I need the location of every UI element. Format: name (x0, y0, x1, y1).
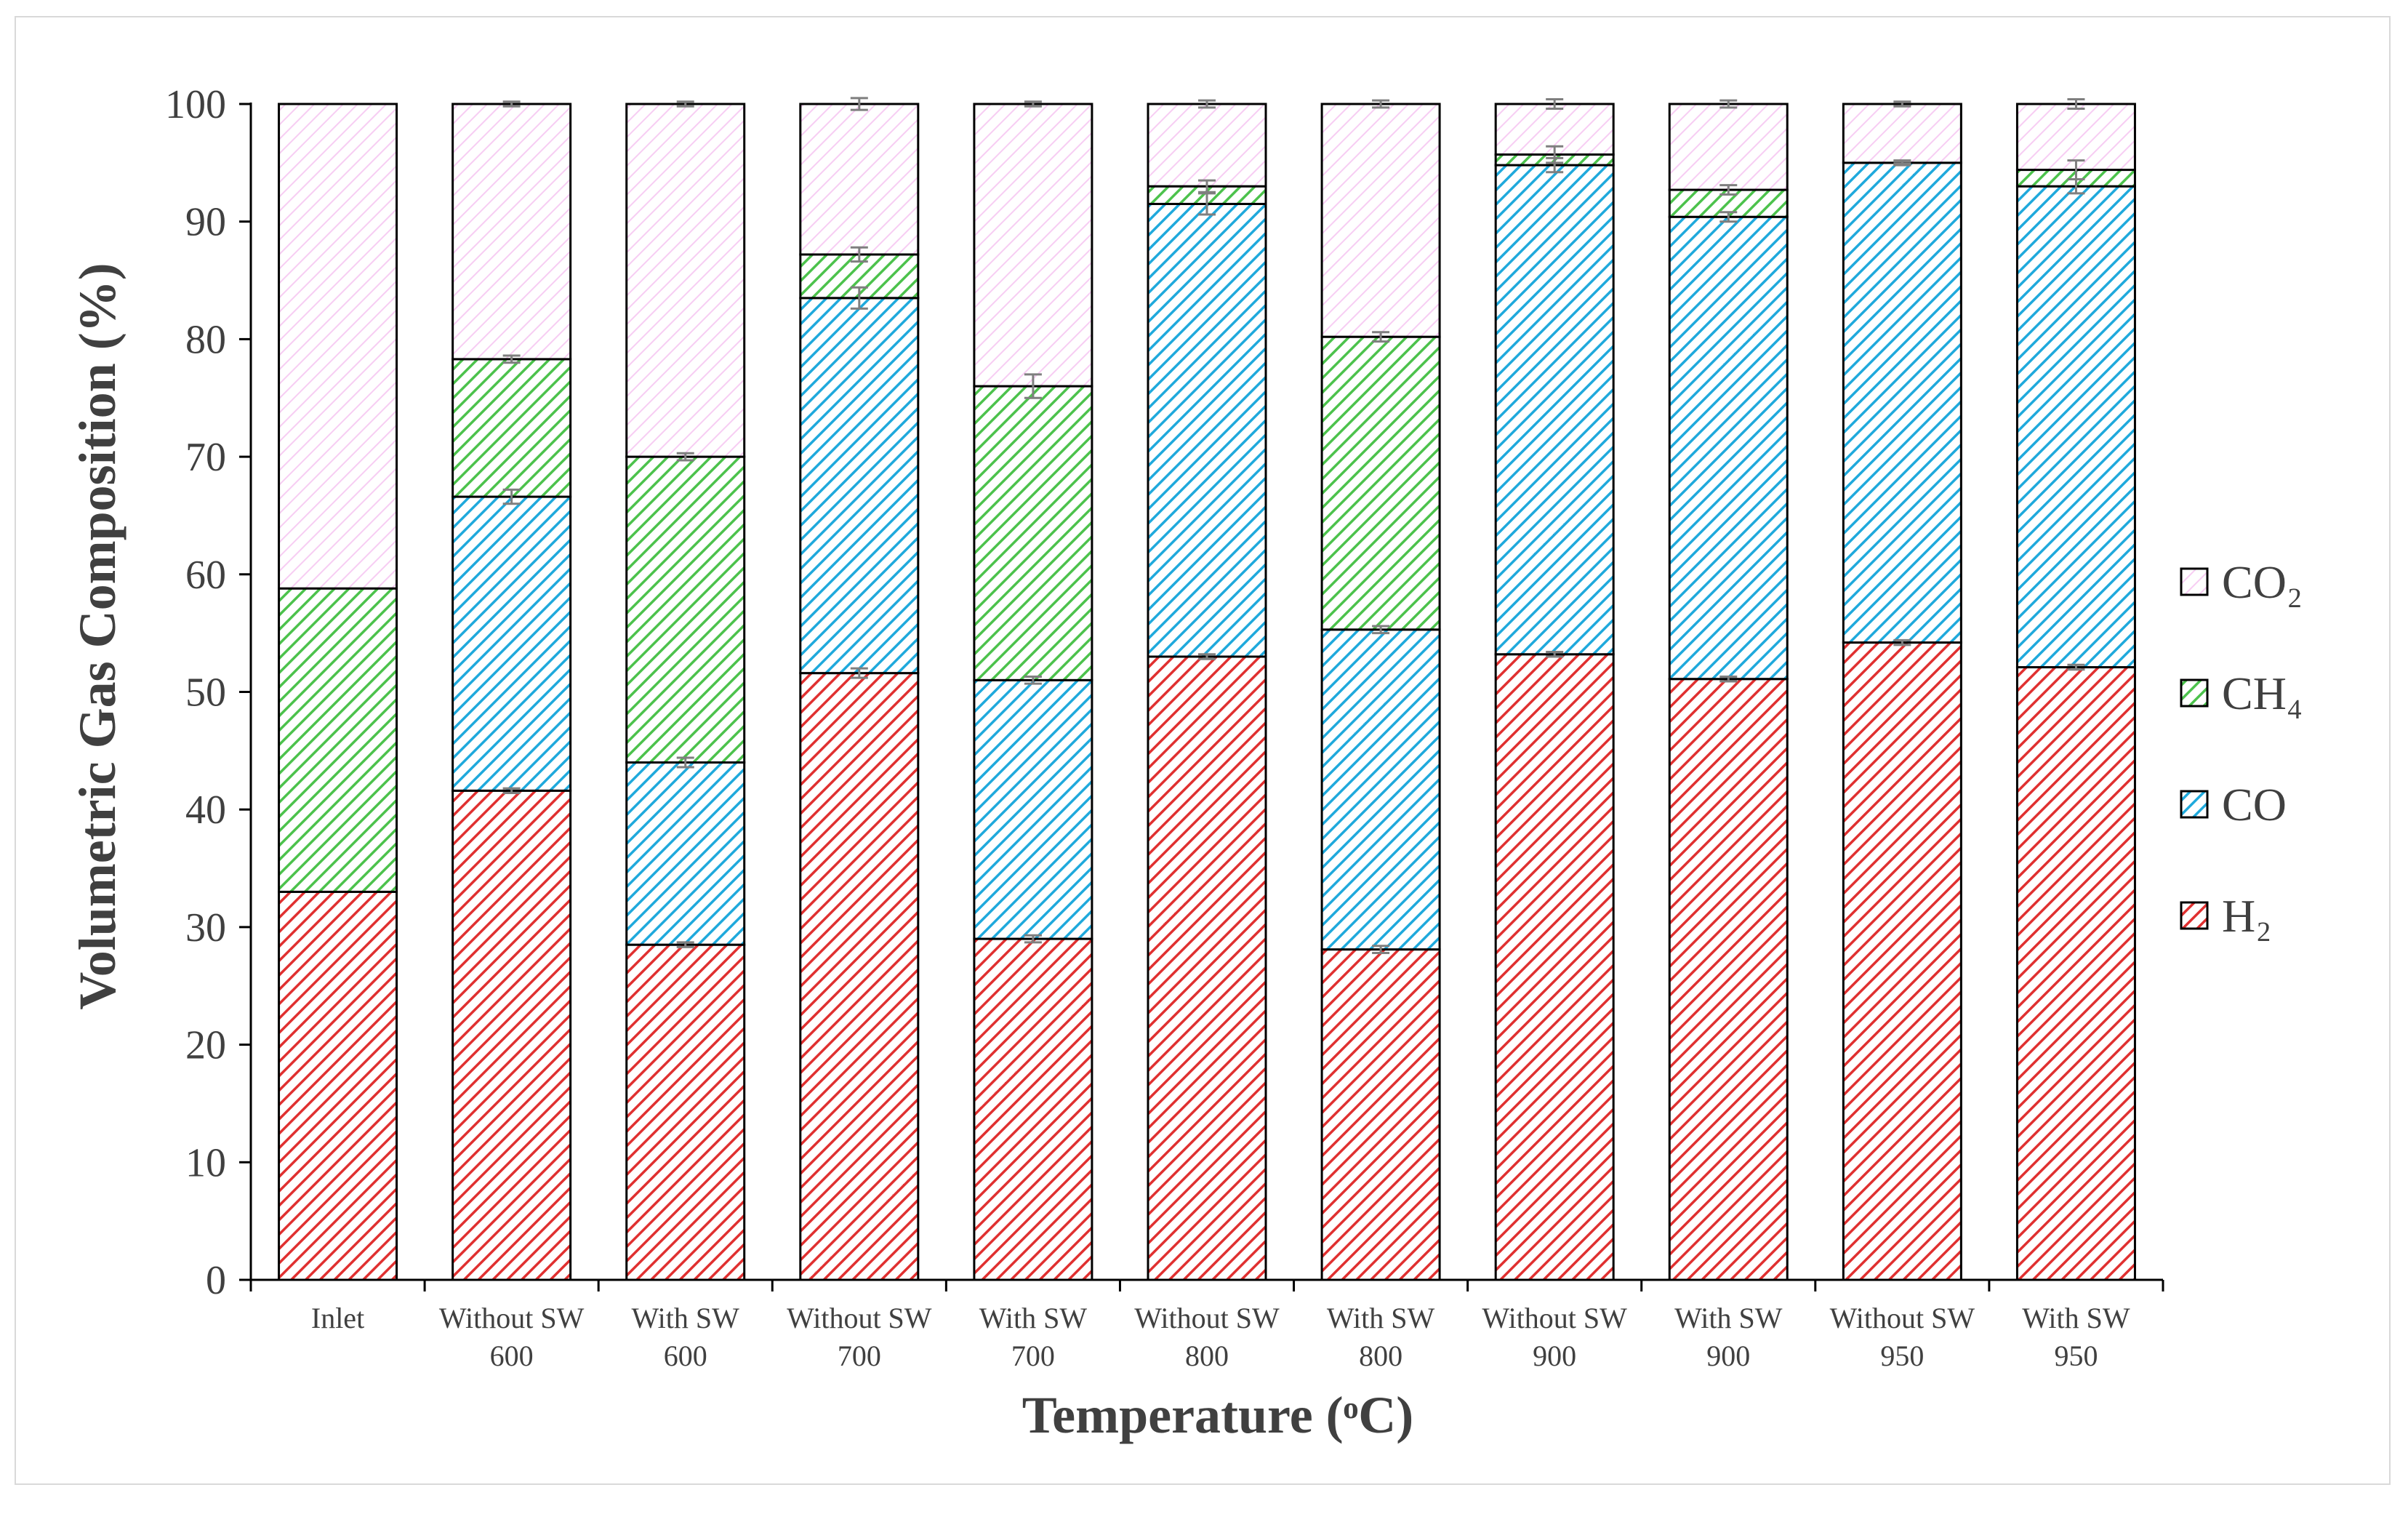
x-tick-label: Inlet (311, 1302, 364, 1334)
bar-segment (799, 672, 920, 1281)
bar-segment (625, 761, 746, 946)
x-axis-title: Temperature (ᵒC) (1022, 1386, 1414, 1444)
legend-label: CH₄ (2222, 668, 2303, 719)
bar-segment (1842, 161, 1962, 644)
y-tick-label: 80 (185, 317, 226, 362)
bar-segment (1147, 655, 1267, 1281)
y-axis-title: Volumetric Gas Composition (%) (68, 263, 127, 1009)
bar-segment (1842, 103, 1962, 164)
bar-segment (2015, 666, 2136, 1281)
legend-label: CO (2222, 779, 2287, 830)
bar-segment (973, 103, 1093, 388)
labels-layer: 0 10 20 30 40 50 60 70 80 90 100 Inlet Without SW 600… (165, 82, 2130, 1372)
y-tick-label: 20 (185, 1023, 226, 1068)
bars-layer (278, 103, 2136, 1281)
y-tick-label: 100 (165, 82, 226, 127)
x-tick-label: With SW (1674, 1302, 1783, 1334)
bar-segment (1320, 103, 1441, 338)
bar-segment (799, 297, 920, 675)
y-tick-label: 90 (185, 200, 226, 245)
x-tick-label: Without SW (1830, 1302, 1975, 1334)
bar-segment (1668, 678, 1789, 1281)
x-tick-label: 600 (664, 1339, 707, 1372)
x-tick-label: Without SW (1134, 1302, 1280, 1334)
x-tick-label: With SW (2022, 1302, 2130, 1334)
y-tick-label: 30 (185, 905, 226, 950)
y-tick-label: 50 (185, 670, 226, 716)
legend-label: H₂ (2222, 890, 2272, 942)
x-tick-label: 700 (1011, 1339, 1055, 1372)
bar-segment (1494, 653, 1615, 1281)
bar-segment (1494, 164, 1615, 656)
y-tick-label: 10 (185, 1140, 226, 1185)
bar-segment (1668, 103, 1789, 191)
bar-segment (278, 890, 398, 1281)
x-tick-label: 950 (2054, 1339, 2098, 1372)
x-tick-label: With SW (1327, 1302, 1435, 1334)
bar-segment (973, 385, 1093, 681)
legend-swatch (2180, 901, 2209, 930)
bar-segment (625, 103, 746, 458)
x-tick-label: Without SW (787, 1302, 932, 1334)
bar-segment (452, 358, 572, 498)
bar-segment (2015, 185, 2136, 669)
legend-swatch (2180, 790, 2209, 819)
y-tick-label: 70 (185, 435, 226, 480)
bar-segment (452, 103, 572, 361)
bar-segment (278, 103, 398, 590)
bar-segment (625, 455, 746, 764)
bar-segment (1320, 628, 1441, 951)
error-bars-layer (502, 97, 2085, 954)
bar-segment (278, 587, 398, 893)
legend-label: CO₂ (2222, 556, 2303, 608)
x-tick-label: With SW (632, 1302, 740, 1334)
bar-segment (625, 943, 746, 1281)
bar-segment (1147, 202, 1267, 658)
bar-segment (973, 678, 1093, 940)
bar-segment (1320, 335, 1441, 631)
legend: CO₂ CH₄ CO H₂ (2180, 556, 2303, 942)
y-tick-label: 40 (185, 788, 226, 833)
x-tick-label: 800 (1359, 1339, 1402, 1372)
bar-segment (1668, 215, 1789, 681)
x-tick-label: 700 (838, 1339, 881, 1372)
x-tick-label: 800 (1185, 1339, 1229, 1372)
x-tick-label: 900 (1706, 1339, 1750, 1372)
x-tick-label: With SW (979, 1302, 1088, 1334)
x-tick-label: 900 (1533, 1339, 1576, 1372)
x-tick-label: 950 (1880, 1339, 1924, 1372)
legend-swatch (2180, 567, 2209, 596)
bar-segment (1842, 641, 1962, 1281)
y-tick-label: 60 (185, 553, 226, 598)
axes-layer (239, 103, 2164, 1291)
bar-segment (973, 937, 1093, 1281)
x-tick-label: Without SW (439, 1302, 585, 1334)
bar-segment (1320, 948, 1441, 1281)
legend-swatch (2180, 678, 2209, 708)
y-tick-label: 0 (206, 1258, 226, 1303)
bar-segment (799, 103, 920, 256)
x-tick-label: Without SW (1482, 1302, 1627, 1334)
bar-segment (452, 495, 572, 792)
bar-segment (1147, 103, 1267, 188)
x-tick-label: 600 (490, 1339, 534, 1372)
bar-segment (452, 789, 572, 1281)
bar-segment (2015, 103, 2136, 172)
